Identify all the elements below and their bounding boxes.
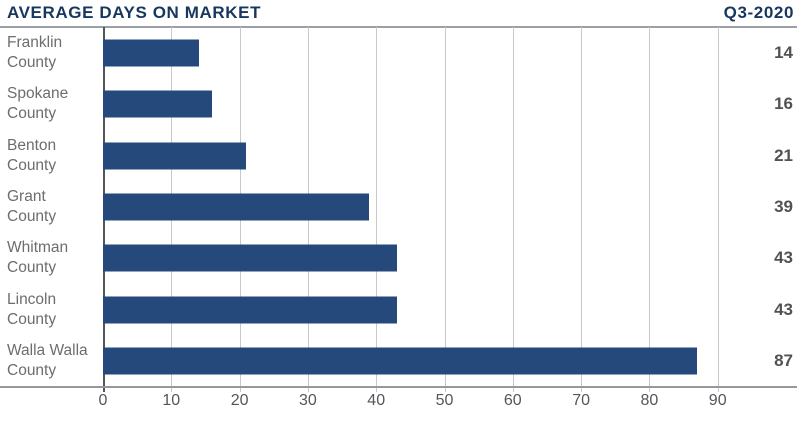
x-tick-label: 60 — [503, 392, 522, 409]
x-tick-label: 0 — [98, 392, 108, 409]
gridline — [717, 27, 719, 392]
category-label-line: Lincoln — [7, 290, 57, 308]
x-axis-labels: 0 10 20 30 40 50 60 70 80 90 — [0, 392, 800, 416]
x-tick-label: 30 — [298, 392, 317, 409]
x-tick-label: 80 — [640, 392, 659, 409]
value-label: 39 — [774, 196, 793, 216]
category-label-line: County — [7, 53, 57, 71]
x-tick-label: 50 — [435, 392, 454, 409]
category-label-line: County — [7, 259, 57, 277]
gridline — [376, 27, 378, 392]
category-label: Walla Walla County — [7, 341, 101, 381]
category-label: Whitman County — [7, 238, 101, 278]
bar — [103, 193, 370, 221]
value-label: 43 — [774, 299, 793, 319]
category-label-line: Benton — [7, 136, 57, 154]
category-label-line: Spokane — [7, 85, 69, 103]
value-label: 87 — [774, 351, 793, 371]
chart-title: AVERAGE DAYS ON MARKET — [7, 3, 262, 22]
bar — [103, 296, 397, 324]
chart-row: Spokane County 16 — [0, 78, 800, 129]
bar — [103, 90, 213, 118]
x-tick-label: 40 — [367, 392, 386, 409]
chart-row: Benton County 21 — [0, 130, 800, 181]
x-tick-label: 90 — [708, 392, 727, 409]
value-label: 43 — [774, 248, 793, 268]
gridline — [444, 27, 446, 392]
category-label-line: Franklin — [7, 33, 63, 51]
category-label: Lincoln County — [7, 290, 101, 330]
category-label-line: Whitman — [7, 239, 69, 257]
value-label: 14 — [774, 42, 793, 62]
value-label: 21 — [774, 145, 793, 165]
value-label: 16 — [774, 94, 793, 114]
chart-row: Walla Walla County 87 — [0, 336, 800, 387]
chart-row: Grant County 39 — [0, 181, 800, 232]
chart-row: Whitman County 43 — [0, 233, 800, 284]
category-label-line: County — [7, 105, 57, 123]
category-label-line: County — [7, 310, 57, 328]
x-axis-line — [0, 386, 797, 388]
chart-row: Franklin County 14 — [0, 27, 800, 78]
x-tick-label: 10 — [162, 392, 181, 409]
gridline — [649, 27, 651, 392]
top-rule — [0, 26, 797, 28]
x-tick-label: 20 — [230, 392, 249, 409]
category-label-line: Grant — [7, 187, 46, 205]
gridline — [581, 27, 583, 392]
bar — [103, 39, 199, 67]
period-label: Q3-2020 — [723, 3, 794, 22]
category-label: Grant County — [7, 187, 101, 227]
category-label-line: County — [7, 362, 57, 380]
category-label: Benton County — [7, 136, 101, 176]
gridline — [512, 27, 514, 392]
chart-row: Lincoln County 43 — [0, 284, 800, 335]
category-label: Franklin County — [7, 33, 101, 73]
category-label-line: County — [7, 207, 57, 225]
bar — [103, 347, 698, 375]
bar — [103, 244, 397, 272]
category-label: Spokane County — [7, 84, 101, 124]
x-tick-label: 70 — [572, 392, 590, 409]
bar — [103, 142, 247, 170]
category-label-line: Walla Walla — [7, 342, 88, 360]
category-label-line: County — [7, 156, 57, 174]
